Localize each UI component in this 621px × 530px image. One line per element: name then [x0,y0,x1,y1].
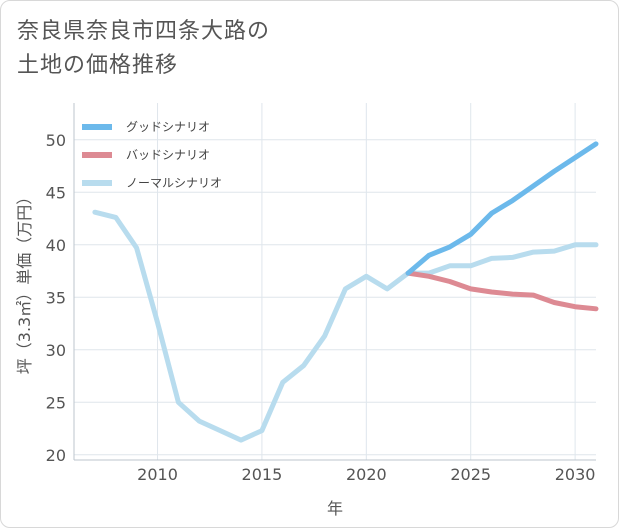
chart-title-line-1: 奈良県奈良市四条大路の [17,19,271,44]
y-tick-label: 20 [46,446,66,465]
x-axis-label: 年 [327,499,343,518]
grid-lines [74,103,596,460]
y-tick-label: 25 [46,393,66,412]
legend-label: グッドシナリオ [126,120,210,134]
series-line-2 [92,209,599,443]
chart-title-line-2: 土地の価格推移 [17,53,179,78]
x-tick-label: 2025 [450,465,491,484]
legend-label: バッドシナリオ [126,148,210,162]
x-tick-label: 2015 [242,465,283,484]
legend-label: ノーマルシナリオ [126,176,222,190]
y-tick-label: 50 [46,131,66,150]
x-tick-label: 2030 [555,465,596,484]
y-tick-label: 45 [46,183,66,202]
chart-title: 奈良県奈良市四条大路の 土地の価格推移 [17,15,270,83]
y-tick-label: 40 [46,236,66,255]
y-tick-label: 30 [46,341,66,360]
y-axis-label: 坪（3.3㎡）単価（万円） [15,189,34,374]
series-line-0 [405,141,599,276]
y-tick-label: 35 [46,288,66,307]
x-tick-label: 2020 [346,465,387,484]
axes [73,103,596,461]
series-line-1 [405,270,599,312]
series-lines [92,141,599,443]
x-tick-labels: 2010 2015 2020 2025 2030 [137,465,595,484]
y-tick-labels: 20 25 30 35 40 45 50 [46,131,66,465]
x-tick-label: 2010 [137,465,178,484]
